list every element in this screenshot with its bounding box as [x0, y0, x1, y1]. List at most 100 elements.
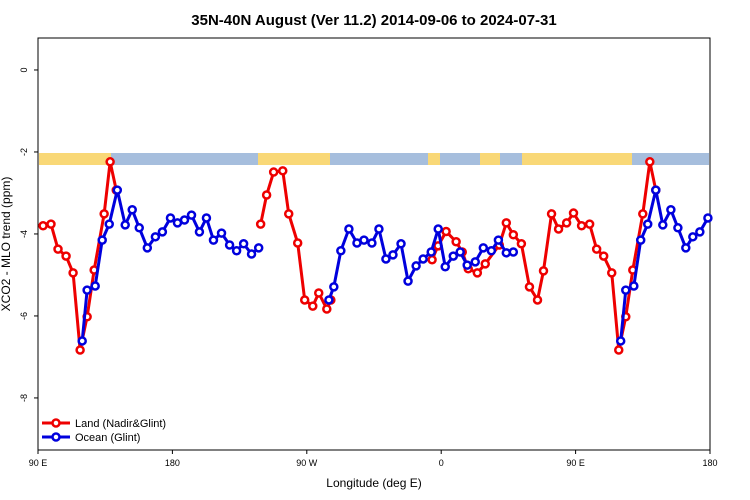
data-point — [621, 285, 631, 295]
data-point — [238, 239, 249, 249]
data-point — [658, 220, 668, 230]
data-point — [313, 288, 324, 298]
data-point — [201, 213, 212, 223]
y-tick-label: -2 — [19, 148, 29, 156]
x-tick-label: 0 — [439, 458, 444, 468]
data-point — [480, 259, 491, 269]
data-point — [651, 185, 661, 195]
series-line — [42, 161, 118, 351]
data-point — [194, 227, 205, 237]
data-point — [418, 254, 428, 264]
x-tick-label: 90 E — [29, 458, 48, 468]
data-point — [584, 219, 595, 229]
data-point — [224, 240, 235, 250]
data-point — [77, 336, 87, 346]
data-point — [268, 167, 279, 177]
data-point — [455, 247, 465, 257]
data-point — [462, 260, 472, 270]
legend-label: Ocean (Glint) — [75, 432, 140, 444]
data-point — [576, 221, 587, 231]
data-point — [532, 295, 543, 305]
y-tick-label: -4 — [19, 230, 29, 238]
data-point — [688, 232, 698, 242]
data-point — [486, 246, 497, 256]
data-point — [606, 268, 617, 278]
data-point — [524, 282, 535, 292]
data-point — [666, 205, 676, 215]
x-tick-label: 90 E — [566, 458, 585, 468]
x-tick-label: 180 — [165, 458, 180, 468]
legend-label: Land (Nadir&Glint) — [75, 418, 166, 430]
data-point — [82, 285, 92, 295]
data-point — [46, 219, 56, 229]
data-point — [336, 246, 346, 256]
data-point — [68, 268, 78, 278]
data-point — [614, 345, 624, 355]
data-point — [472, 268, 483, 278]
data-point — [53, 244, 63, 254]
data-point — [493, 235, 504, 245]
data-point — [426, 247, 436, 257]
data-point — [508, 230, 519, 240]
data-point — [75, 345, 85, 355]
x-axis-label: Longitude (deg E) — [326, 476, 421, 490]
data-point — [561, 218, 572, 228]
data-point — [112, 185, 123, 195]
data-point — [441, 226, 451, 237]
data-point — [179, 215, 190, 225]
data-point — [283, 209, 294, 219]
data-point — [508, 247, 519, 257]
data-point — [681, 243, 691, 253]
data-point — [61, 251, 71, 261]
data-point — [157, 227, 168, 237]
y-tick-label: 0 — [19, 67, 29, 72]
data-point — [703, 213, 713, 223]
data-point — [165, 213, 176, 223]
data-point — [591, 244, 602, 254]
data-point — [615, 336, 626, 346]
data-point — [374, 224, 384, 234]
data-point — [642, 219, 653, 229]
data-point — [308, 301, 318, 311]
chart-title: 35N-40N August (Ver 11.2) 2014-09-06 to … — [191, 12, 556, 29]
data-point — [99, 209, 109, 219]
data-point — [478, 243, 489, 253]
data-point — [516, 239, 527, 249]
data-point — [344, 224, 354, 234]
data-point — [216, 228, 227, 238]
data-point — [367, 238, 377, 248]
map-strip — [39, 153, 709, 165]
data-point — [448, 251, 459, 261]
data-point — [427, 255, 437, 265]
data-point — [142, 243, 153, 253]
data-point — [411, 261, 421, 271]
legend-marker — [51, 418, 61, 428]
data-point — [261, 190, 272, 200]
data-point — [322, 304, 332, 314]
data-point — [127, 205, 137, 215]
data-point — [255, 219, 266, 229]
data-point — [104, 219, 114, 229]
data-point — [208, 235, 219, 245]
data-point — [396, 239, 406, 249]
data-point — [253, 243, 264, 253]
data-point — [470, 257, 480, 267]
data-point — [598, 251, 609, 261]
data-point — [38, 221, 48, 231]
data-point — [629, 281, 639, 291]
data-point — [324, 295, 334, 305]
data-point — [329, 282, 339, 292]
data-point — [440, 262, 450, 272]
legend: Land (Nadir&Glint) Ocean (Glint) — [42, 418, 166, 444]
data-point — [451, 236, 461, 247]
y-tick-label: -8 — [19, 394, 29, 402]
data-point — [638, 209, 648, 219]
data-point — [231, 246, 242, 256]
data-point — [105, 157, 115, 167]
x-tick-label: 90 W — [296, 458, 318, 468]
data-point — [388, 250, 398, 260]
data-point — [695, 227, 705, 237]
data-point — [403, 276, 413, 286]
data-point — [120, 220, 130, 230]
